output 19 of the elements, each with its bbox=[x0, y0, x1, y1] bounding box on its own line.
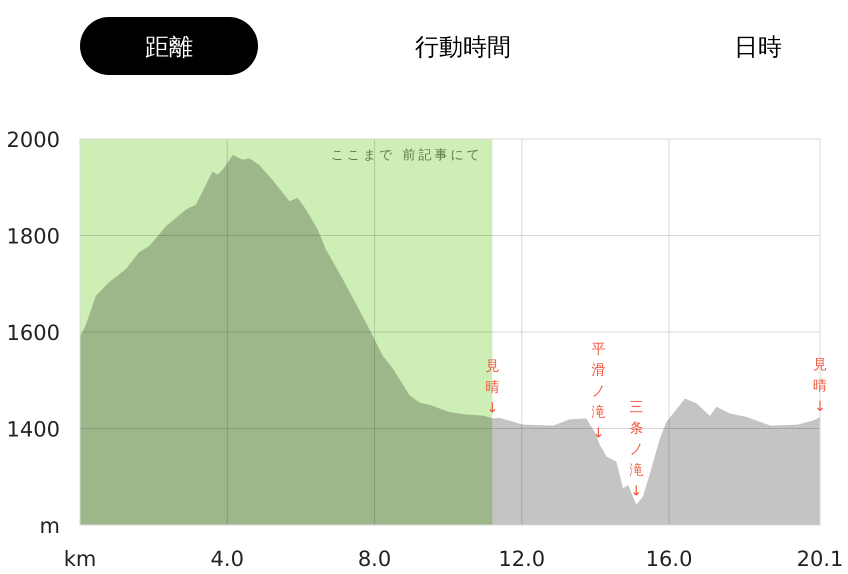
x-tick-label: 16.0 bbox=[646, 547, 692, 571]
x-tick-label: 8.0 bbox=[358, 547, 392, 571]
annotation: 見晴↓ bbox=[485, 358, 500, 416]
text: 日時 bbox=[734, 33, 782, 61]
x-tick-label: km bbox=[64, 547, 96, 571]
y-tick-label: 1400 bbox=[6, 418, 60, 442]
x-tick-label: 20.1 bbox=[796, 547, 844, 571]
text: 行動時間 bbox=[415, 33, 511, 61]
y-tick-label: 2000 bbox=[6, 128, 60, 152]
annotation: 見晴↓ bbox=[813, 356, 827, 415]
y-tick-label: m bbox=[40, 514, 60, 538]
x-tick-label: 4.0 bbox=[210, 547, 244, 571]
annotation: 三条ノ滝↓ bbox=[629, 399, 644, 500]
y-tick-label: 1600 bbox=[6, 321, 60, 345]
text: 距離 bbox=[145, 33, 193, 61]
y-tick-label: 1800 bbox=[6, 224, 60, 248]
x-tick-label: 12.0 bbox=[498, 547, 546, 571]
band-label: ここまで 前記事にて bbox=[331, 148, 482, 163]
annotation: 平滑ノ滝↓ bbox=[591, 342, 606, 442]
